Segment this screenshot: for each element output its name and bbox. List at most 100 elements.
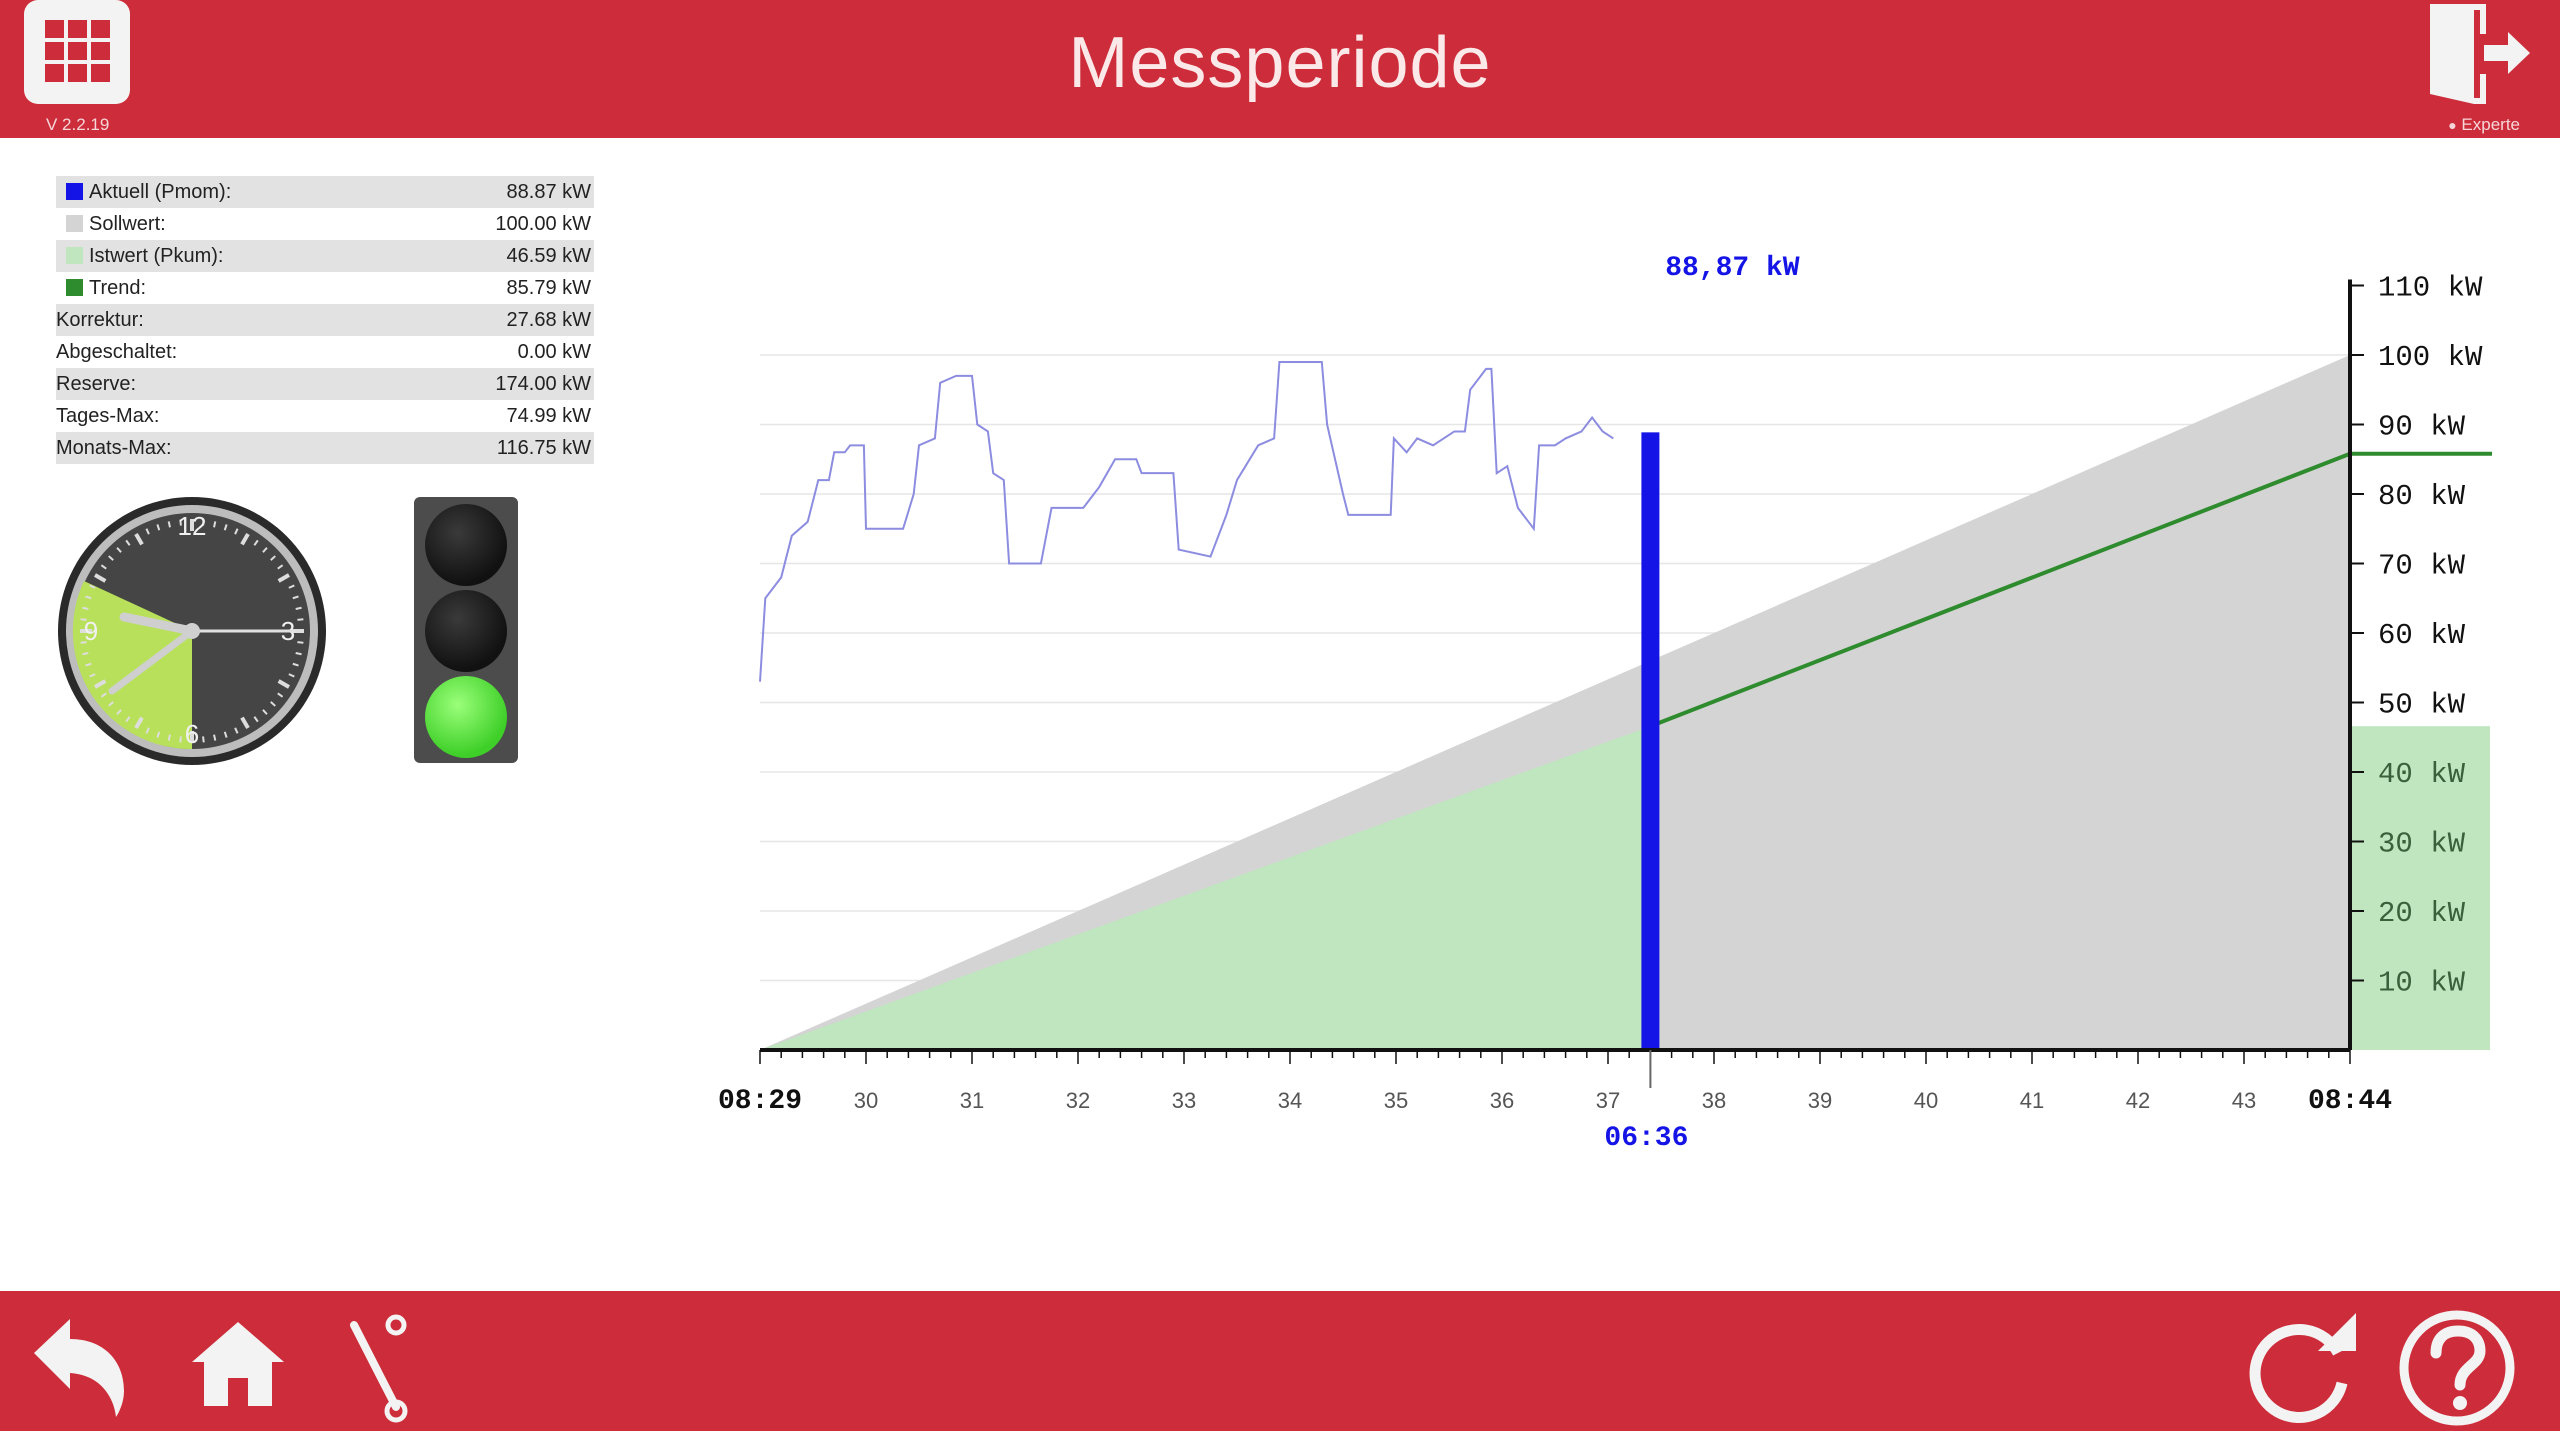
clock-tick — [116, 709, 122, 715]
page-title: Messperiode — [1068, 23, 1492, 103]
help-icon — [2399, 1310, 2515, 1426]
legend-swatch — [66, 278, 83, 296]
y-tick-label: 10 kW — [2378, 967, 2466, 1000]
values-label: Sollwert: — [89, 212, 166, 235]
clock-tick — [253, 716, 259, 723]
clock-tick — [145, 727, 150, 734]
legend-swatch — [66, 246, 83, 264]
logout-icon — [2430, 4, 2530, 104]
current-time-label: 06:36 — [1604, 1123, 1688, 1154]
x-tick-label: 32 — [1066, 1088, 1090, 1113]
x-tick-label: 34 — [1278, 1088, 1302, 1113]
values-label: Trend: — [89, 276, 147, 299]
values-value: 85.79 kW — [506, 276, 591, 299]
user-icon: ● — [2448, 117, 2457, 133]
y-tick-label: 70 kW — [2378, 550, 2466, 583]
clock-tick — [179, 519, 182, 526]
refresh-icon — [2249, 1313, 2356, 1423]
y-tick-label: 30 kW — [2378, 828, 2466, 861]
logout-button[interactable] — [2424, 0, 2534, 110]
measurement-chart: 08:29 08:44 30 31 32 33 34 35 36 37 38 39 40 41 42 43 06… — [718, 253, 2492, 1154]
values-value: 74.99 kW — [506, 404, 591, 427]
version-label: V 2.2.19 — [46, 115, 110, 134]
clock-tick — [223, 731, 228, 738]
values-row: Reserve: 174.00 kW — [56, 368, 594, 400]
values-value: 27.68 kW — [400, 304, 594, 336]
clock-hour-hand — [119, 612, 197, 636]
y-tick-unit: kW — [2430, 619, 2465, 652]
clock-tick — [134, 533, 144, 546]
y-tick-label: 40 kW — [2378, 758, 2466, 791]
help-button[interactable] — [2396, 1307, 2518, 1429]
clock-tick — [292, 595, 299, 600]
x-tick-label: 43 — [2232, 1088, 2256, 1113]
x-tick-label: 42 — [2126, 1088, 2150, 1113]
tools-button[interactable] — [340, 1311, 420, 1426]
y-tick-value: 110 — [2378, 272, 2448, 305]
back-button[interactable] — [24, 1311, 134, 1421]
values-value: 0.00 kW — [517, 340, 591, 363]
clock-tick — [262, 547, 268, 553]
home-button[interactable] — [188, 1316, 288, 1416]
y-tick-unit: kW — [2430, 480, 2465, 513]
clock-tick — [213, 521, 217, 528]
x-tick-label: 37 — [1596, 1088, 1620, 1113]
clock-tick — [253, 539, 259, 546]
clock-tick — [277, 564, 284, 570]
clock-tick — [108, 555, 114, 561]
clock-tick — [213, 734, 217, 741]
refresh-button[interactable] — [2238, 1305, 2362, 1429]
values-row: Tages-Max: 74.99 kW — [56, 400, 594, 432]
values-value: 174.00 kW — [400, 368, 594, 400]
y-tick-label: 20 kW — [2378, 897, 2466, 930]
y-tick-value: 70 — [2378, 550, 2430, 583]
clock-tick — [270, 701, 276, 707]
clock-tick — [295, 652, 302, 656]
x-tick-label: 33 — [1172, 1088, 1196, 1113]
y-tick-unit: kW — [2430, 411, 2465, 444]
x-tick-label: 30 — [854, 1088, 878, 1113]
clock-tick — [82, 606, 89, 610]
clock-tick — [202, 519, 205, 526]
y-tick-value: 100 — [2378, 341, 2448, 374]
clock-minute-hand — [108, 627, 196, 695]
traffic-light-green-lamp — [425, 676, 507, 758]
clock-tick — [85, 595, 92, 600]
x-tick-label: 36 — [1490, 1088, 1514, 1113]
clock-tick — [277, 679, 290, 689]
values-row: Trend: 85.79 kW — [56, 272, 594, 304]
clock-tick — [277, 692, 284, 698]
clock: 12 3 6 9 — [56, 495, 328, 767]
legend-swatch — [66, 182, 83, 200]
clock-tick — [277, 573, 290, 583]
y-tick-label: 110 kW — [2378, 272, 2483, 305]
clock-tick — [100, 564, 107, 570]
clock-tick — [234, 528, 239, 535]
clock-tick — [100, 692, 107, 698]
values-label: Korrektur: — [56, 308, 144, 331]
clock-tick — [295, 606, 302, 610]
clock-tick — [288, 673, 295, 678]
values-label: Aktuell (Pmom): — [89, 180, 232, 203]
values-label: Monats-Max: — [56, 436, 172, 459]
home-icon — [192, 1322, 284, 1406]
clock-tick — [292, 662, 299, 667]
clock-tick — [89, 673, 96, 678]
clock-tick — [156, 524, 161, 531]
x-tick-label: 31 — [960, 1088, 984, 1113]
values-label: Reserve: — [56, 372, 137, 395]
y-tick-label: 90 kW — [2378, 411, 2466, 444]
x-end-label: 08:44 — [2308, 1086, 2392, 1117]
values-value: 100.00 kW — [495, 212, 591, 235]
y-tick-unit: kW — [2430, 689, 2465, 722]
app-menu-button[interactable] — [24, 0, 130, 104]
clock-tick — [297, 641, 304, 644]
clock-tick — [167, 521, 171, 528]
values-value: 46.59 kW — [400, 240, 594, 272]
y-tick-unit: kW — [2430, 550, 2465, 583]
clock-tick — [262, 709, 268, 715]
bottom-bar — [0, 1291, 2560, 1431]
clock-tick — [223, 524, 228, 531]
current-value-label: 88,87 kW — [1665, 253, 1800, 284]
history-line — [759, 360, 1614, 682]
